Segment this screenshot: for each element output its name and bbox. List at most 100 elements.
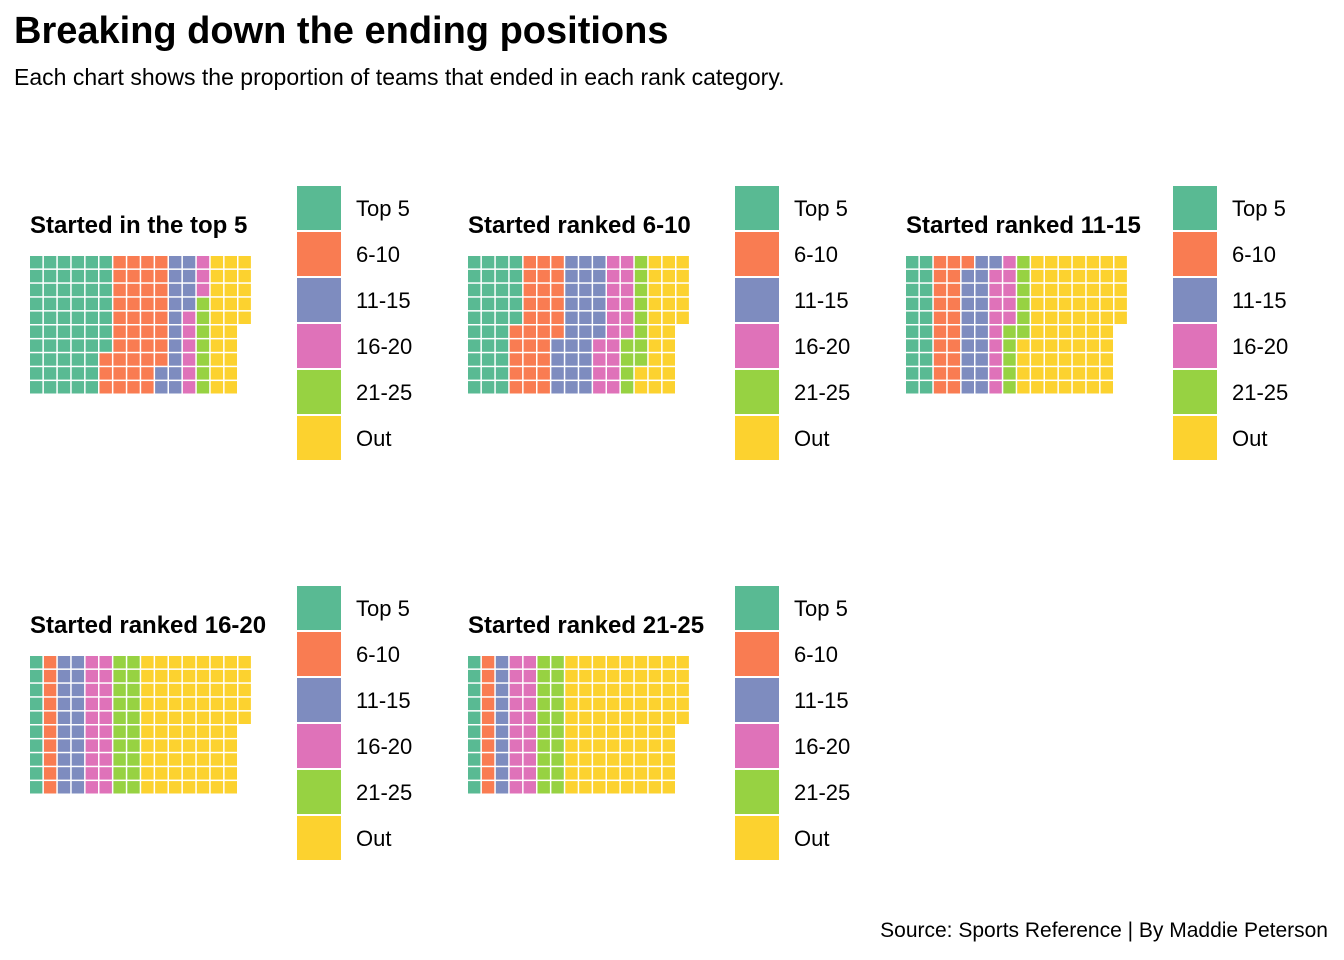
- waffle-square: [989, 367, 1002, 380]
- waffle-square: [495, 269, 509, 283]
- waffle-square: [961, 353, 974, 366]
- waffle-square: [551, 325, 564, 338]
- waffle-square: [1017, 353, 1030, 366]
- waffle-square: [593, 325, 606, 338]
- waffle-square: [607, 256, 620, 269]
- waffle-square: [1017, 325, 1030, 338]
- waffle-square: [43, 283, 57, 297]
- waffle-square: [662, 669, 675, 683]
- waffle-square: [1003, 339, 1016, 352]
- waffle-square: [127, 753, 140, 766]
- waffle-square: [648, 311, 662, 324]
- waffle-square: [57, 767, 71, 780]
- legend-item: 16-20: [297, 324, 437, 370]
- waffle-square: [989, 353, 1002, 366]
- waffle-square: [1072, 297, 1086, 311]
- waffle-square: [933, 283, 947, 297]
- waffle-square: [57, 353, 71, 366]
- waffle-square: [607, 669, 620, 683]
- waffle-square: [127, 697, 140, 711]
- waffle-square: [509, 669, 523, 683]
- waffle-square: [155, 325, 168, 338]
- legend-label: Top 5: [794, 196, 848, 221]
- waffle-square: [495, 767, 509, 780]
- waffle-square: [210, 353, 224, 366]
- waffle-square: [565, 725, 578, 738]
- waffle-square: [481, 711, 495, 724]
- waffle-square: [30, 739, 43, 752]
- waffle-square: [85, 753, 98, 766]
- legend-item: 16-20: [735, 724, 875, 770]
- waffle-square: [99, 353, 112, 366]
- waffle-square: [676, 669, 689, 683]
- waffle-square: [155, 669, 168, 683]
- waffle-square: [593, 753, 606, 766]
- waffle-square: [933, 269, 947, 283]
- waffle-square: [155, 311, 168, 324]
- waffle-square: [919, 269, 933, 283]
- waffle-square: [961, 381, 974, 394]
- waffle-square: [1031, 381, 1044, 394]
- waffle-square: [579, 781, 592, 794]
- waffle-square: [210, 739, 224, 752]
- legend-item: 11-15: [735, 678, 875, 724]
- legend-item: Out: [735, 816, 875, 862]
- waffle-square: [509, 767, 523, 780]
- chart-title: Breaking down the ending positions: [14, 10, 669, 52]
- waffle-square: [238, 297, 251, 311]
- waffle-square: [182, 339, 196, 352]
- legend-swatch: [735, 816, 779, 860]
- waffle-square: [182, 297, 196, 311]
- waffle-square: [30, 367, 43, 380]
- waffle-square: [196, 297, 210, 311]
- waffle-square: [1045, 311, 1058, 324]
- waffle-square: [1100, 297, 1113, 311]
- waffle-square: [1031, 283, 1044, 297]
- waffle-square: [481, 297, 495, 311]
- waffle-square: [224, 781, 237, 794]
- waffle-square: [182, 739, 196, 752]
- waffle-square: [495, 256, 509, 269]
- waffle-square: [634, 269, 648, 283]
- panel: Started in the top 5 Top 5 6-10 11-15 16-20…: [0, 186, 440, 476]
- waffle-square: [975, 353, 988, 366]
- waffle-square: [182, 367, 196, 380]
- waffle-square: [210, 656, 224, 669]
- waffle-square: [634, 311, 648, 324]
- waffle-square: [620, 367, 634, 380]
- waffle-square: [989, 283, 1002, 297]
- waffle-square: [523, 283, 536, 297]
- waffle-square: [1058, 283, 1072, 297]
- waffle-square: [565, 269, 578, 283]
- waffle-square: [113, 339, 126, 352]
- waffle-square: [224, 656, 237, 669]
- waffle-square: [169, 656, 182, 669]
- waffle-square: [933, 311, 947, 324]
- waffle-square: [961, 256, 974, 269]
- waffle-square: [141, 339, 154, 352]
- waffle-square: [989, 311, 1002, 324]
- waffle-square: [85, 325, 98, 338]
- waffle-square: [71, 781, 85, 794]
- legend-label: Out: [356, 826, 392, 851]
- waffle-square: [662, 325, 675, 338]
- waffle-square: [57, 339, 71, 352]
- waffle-square: [224, 711, 237, 724]
- waffle-square: [224, 283, 237, 297]
- waffle-square: [676, 697, 689, 711]
- waffle-square: [579, 325, 592, 338]
- waffle-square: [196, 739, 210, 752]
- panel: Started ranked 11-15 Top 5 6-10 11-15 16-20…: [876, 186, 1316, 476]
- waffle-square: [509, 256, 523, 269]
- waffle-square: [565, 381, 578, 394]
- waffle-square: [662, 339, 675, 352]
- legend-item: 16-20: [297, 724, 437, 770]
- waffle-square: [57, 381, 71, 394]
- waffle-square: [30, 381, 43, 394]
- waffle-square: [947, 339, 961, 352]
- waffle-square: [495, 781, 509, 794]
- legend-swatch: [735, 632, 779, 676]
- legend-label: 16-20: [1232, 334, 1289, 359]
- waffle-square: [919, 339, 933, 352]
- waffle-square: [43, 697, 57, 711]
